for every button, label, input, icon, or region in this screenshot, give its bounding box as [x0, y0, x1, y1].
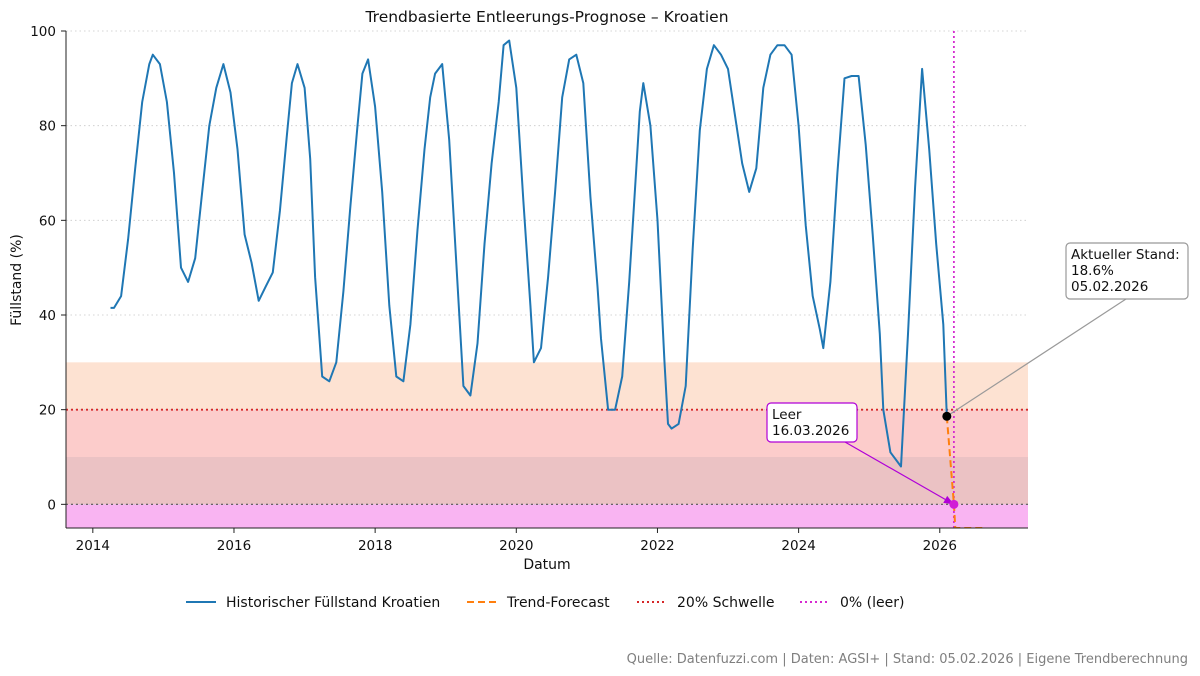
x-tick-label: 2022 — [640, 538, 674, 554]
axes — [65, 31, 1028, 529]
y-tick-label: 100 — [30, 24, 56, 40]
annotation-text: Leer — [772, 407, 802, 423]
x-tick-label: 2018 — [358, 538, 392, 554]
tick-labels: 2014 2016 2018 2020 2022 2024 2026 0 20 40 60 80 100 — [30, 24, 957, 554]
x-tick-label: 2014 — [76, 538, 110, 554]
x-axis-label: Datum — [523, 557, 570, 573]
annotation-text: 05.02.2026 — [1071, 279, 1148, 295]
annotation-text: 16.03.2026 — [772, 423, 849, 439]
y-tick-label: 0 — [47, 497, 56, 513]
annotation-box-empty — [766, 402, 858, 443]
annotation-box-current — [1065, 242, 1189, 300]
marker-current — [942, 411, 952, 421]
y-axis-label: Füllstand (%) — [9, 234, 25, 326]
y-tick-label: 80 — [39, 119, 56, 135]
series-lines — [110, 39, 984, 528]
annotation-arrow-empty — [844, 441, 955, 505]
band-3 — [66, 504, 1028, 528]
annotation-text: 18.6% — [1071, 263, 1114, 279]
reference-lines — [66, 31, 1028, 528]
y-tick-label: 40 — [39, 308, 56, 324]
marker-empty — [949, 499, 959, 509]
x-tick-label: 2020 — [499, 538, 533, 554]
chart-title: Trendbasierte Entleerungs-Prognose – Kro… — [364, 8, 728, 26]
annotation-text: Aktueller Stand: — [1071, 247, 1180, 263]
y-tick-label: 60 — [39, 213, 56, 229]
legend-label-1: Trend-Forecast — [506, 595, 610, 611]
legend: Historischer Füllstand Kroatien Trend-For… — [186, 595, 904, 611]
y-tick-label: 20 — [39, 403, 56, 419]
band-2 — [66, 457, 1028, 505]
annotation-boxes: Aktueller Stand:18.6%05.02.2026 Leer16.03… — [766, 242, 1189, 443]
legend-label-0: Historischer Füllstand Kroatien — [226, 595, 440, 611]
markers — [942, 411, 959, 509]
source-footer: Quelle: Datenfuzzi.com | Daten: AGSI+ | … — [627, 652, 1188, 667]
x-tick-label: 2016 — [217, 538, 251, 554]
legend-label-2: 20% Schwelle — [677, 595, 774, 611]
x-tick-label: 2026 — [923, 538, 957, 554]
x-tick-label: 2024 — [781, 538, 815, 554]
legend-label-3: 0% (leer) — [840, 595, 904, 611]
annotation-arrow-current — [946, 298, 1127, 417]
plot-bands — [66, 362, 1028, 528]
series-line-0 — [110, 39, 948, 468]
band-0 — [66, 362, 1028, 410]
band-1 — [66, 409, 1028, 457]
